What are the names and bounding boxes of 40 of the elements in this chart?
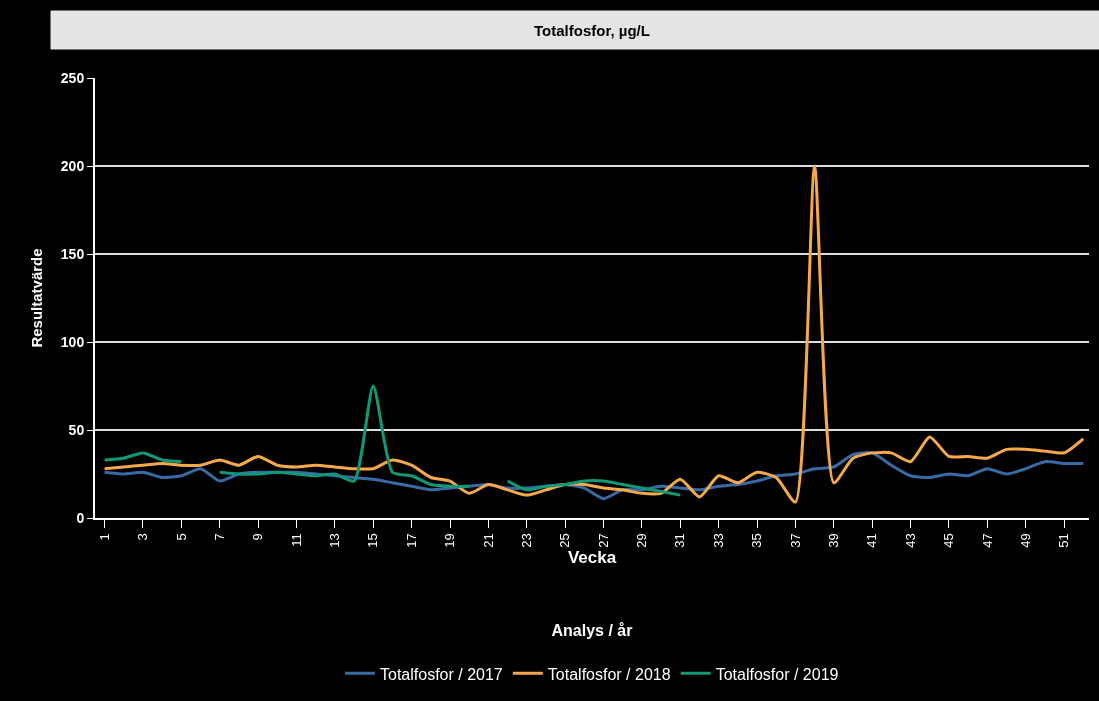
x-tick-label: 39 — [826, 533, 842, 548]
x-tick-label: 17 — [403, 533, 419, 548]
x-tick-label: 1 — [96, 533, 112, 541]
y-tick-label: 50 — [68, 421, 85, 438]
x-tick-label: 35 — [749, 533, 765, 548]
x-tick-label: 37 — [787, 533, 803, 548]
x-tick-label: 51 — [1056, 533, 1072, 548]
legend-label: Totalfosfor / 2019 — [715, 665, 839, 683]
x-tick-label: 15 — [365, 533, 381, 548]
x-tick-label: 13 — [327, 533, 343, 548]
line-series — [103, 164, 1085, 504]
x-tick-label: 45 — [941, 533, 957, 548]
x-tick-label: 7 — [211, 533, 227, 541]
y-tick-label: 0 — [76, 509, 85, 526]
legend-title: Analys / år — [551, 621, 633, 639]
y-tick-label: 150 — [60, 245, 85, 262]
x-tick-label: 23 — [518, 533, 534, 548]
y-axis-title: Resultatvärde — [27, 248, 45, 348]
x-tick-label: 9 — [250, 533, 266, 541]
x-tick-label: 49 — [1017, 533, 1033, 548]
x-tick-label: 19 — [442, 533, 458, 548]
legend-label: Totalfosfor / 2017 — [380, 665, 503, 683]
x-axis-title: Vecka — [567, 547, 617, 567]
legend-label: Totalfosfor / 2018 — [547, 665, 671, 683]
x-tick-label: 11 — [288, 533, 304, 547]
x-tick-label: 29 — [634, 533, 650, 548]
y-tick-label: 250 — [60, 69, 85, 86]
x-tick-label: 27 — [595, 533, 611, 548]
x-tick-label: 21 — [480, 533, 496, 548]
x-tick-label: 3 — [135, 533, 151, 541]
x-tick-label: 41 — [864, 533, 880, 548]
x-tick-label: 25 — [557, 533, 573, 548]
y-tick-label: 200 — [60, 157, 85, 174]
x-tick-label: 31 — [672, 533, 688, 548]
x-tick-label: 47 — [979, 533, 995, 548]
x-tick-label: 33 — [710, 533, 726, 548]
y-tick-label: 100 — [60, 333, 85, 350]
x-tick-label: 5 — [173, 533, 189, 541]
chart-title: Totalfosfor, µg/L — [534, 21, 650, 39]
x-tick-label: 43 — [902, 533, 918, 548]
